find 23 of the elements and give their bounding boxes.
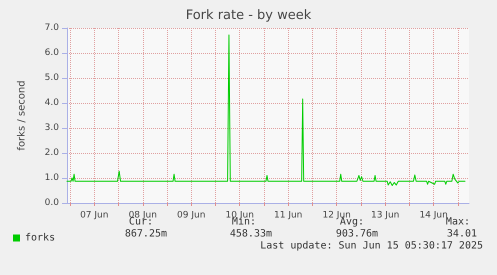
- text: 34.01: [446, 228, 478, 240]
- y-tick-label: 2.0: [44, 148, 60, 158]
- chart-title: Fork rate - by week: [186, 8, 312, 23]
- y-tick-label: 6.0: [44, 48, 60, 58]
- text: 867.25m: [124, 228, 168, 240]
- y-tick-label: 3.0: [44, 123, 60, 133]
- text: 903.76m: [336, 228, 378, 240]
- line-series: [66, 34, 466, 186]
- text: 458.33m: [230, 228, 272, 240]
- x-tick-label: 11 Jun: [274, 210, 302, 220]
- x-tick-label: 13 Jun: [370, 210, 400, 220]
- legend-label: forks: [25, 232, 56, 244]
- x-tick-label: 09 Jun: [177, 210, 206, 220]
- y-axis-title: forks / second: [16, 80, 28, 151]
- text: Max:: [446, 216, 470, 228]
- y-tick-label: 0.0: [44, 198, 60, 208]
- y-tick-label: 1.0: [44, 173, 60, 183]
- y-tick-label: 7.0: [44, 23, 60, 33]
- x-tick-label: 07 Jun: [80, 210, 108, 220]
- text: Cur:: [128, 216, 154, 228]
- y-tick-label: 5.0: [44, 73, 60, 83]
- y-tick-label: 4.0: [44, 98, 60, 108]
- text: Last update: Sun Jun 15 05:30:17 2025: [260, 240, 484, 252]
